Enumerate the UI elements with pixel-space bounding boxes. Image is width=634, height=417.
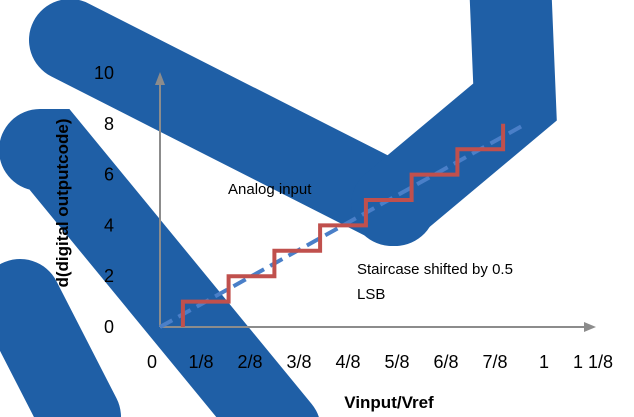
x-tick-labels: 0 1/8 2/8 3/8 4/8 5/8 6/8 7/8 1 1 1/8	[147, 352, 613, 372]
x-tick-label: 1/8	[188, 352, 213, 372]
series-line-staircase	[180, 123, 506, 327]
y-axis-arrow	[155, 72, 165, 85]
annotation-lsb: LSB	[357, 286, 385, 303]
x-axis-title: Vinput/Vref	[344, 393, 434, 412]
x-tick-label: 7/8	[482, 352, 507, 372]
watermark-diagonal-stroke	[29, 0, 436, 246]
y-tick-label: 10	[94, 63, 114, 83]
y-axis-title: d(digital outputcode)	[53, 118, 72, 287]
y-tick-labels: 0 2 4 6 8 10	[94, 63, 114, 337]
y-tick-label: 8	[104, 114, 114, 134]
watermark-logo	[0, 0, 557, 417]
watermark-left-stroke	[0, 109, 319, 417]
x-tick-label: 0	[147, 352, 157, 372]
series-line-analog-input	[159, 122, 527, 329]
x-tick-label: 2/8	[237, 352, 262, 372]
x-tick-label: 6/8	[433, 352, 458, 372]
x-tick-label: 4/8	[335, 352, 360, 372]
annotation-analog-input: Analog input	[228, 181, 312, 198]
x-tick-label: 1 1/8	[573, 352, 613, 372]
x-tick-label: 1	[539, 352, 549, 372]
x-tick-label: 3/8	[286, 352, 311, 372]
x-axis-arrow	[584, 322, 596, 332]
x-tick-label: 5/8	[384, 352, 409, 372]
y-tick-label: 2	[104, 266, 114, 286]
watermark-right-stroke	[351, 0, 557, 246]
series-layer	[159, 122, 527, 329]
y-tick-label: 4	[104, 215, 114, 235]
y-tick-label: 6	[104, 165, 114, 185]
watermark-bottom-stroke	[0, 259, 121, 417]
axes	[155, 72, 596, 332]
y-tick-label: 0	[104, 317, 114, 337]
annotation-staircase: Staircase shifted by 0.5	[357, 261, 513, 278]
